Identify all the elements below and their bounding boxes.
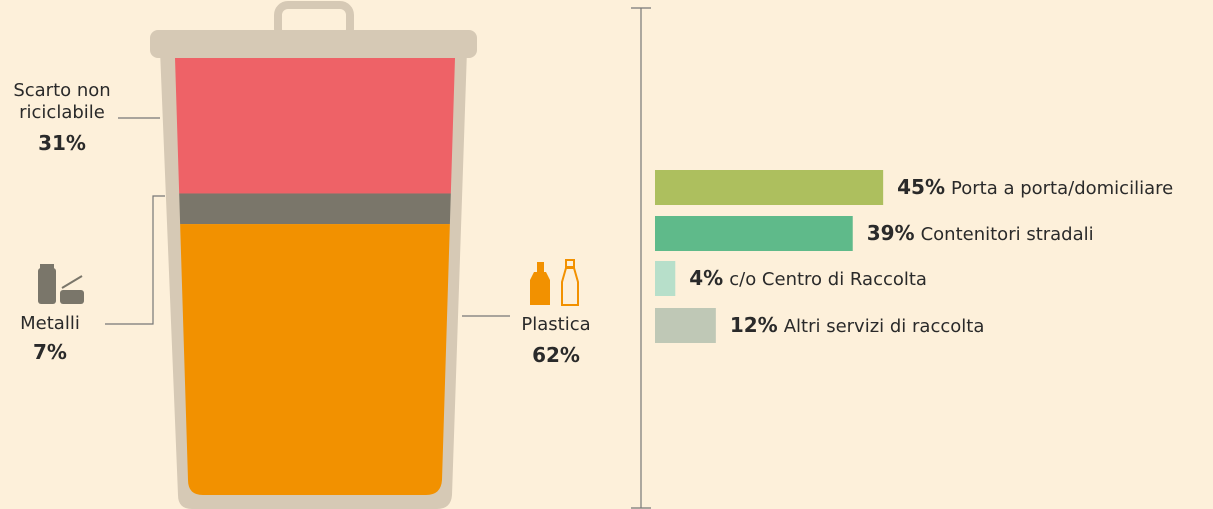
bar-category-label: c/o Centro di Raccolta: [729, 269, 927, 290]
bar: [655, 308, 716, 343]
bin-segment: [175, 193, 455, 225]
bar: [655, 170, 884, 205]
bar: [655, 216, 853, 251]
bar-label: 39% Contenitori stradali: [867, 221, 1094, 247]
segment-label: Scarto non riciclabile: [13, 80, 111, 123]
segment-value-label: 62%: [532, 343, 580, 367]
bar-label: 12% Altri servizi di raccolta: [730, 313, 985, 339]
bar-label: 4% c/o Centro di Raccolta: [689, 266, 927, 292]
segment-value-label: 31%: [38, 131, 86, 155]
bar-category-label: Contenitori stradali: [920, 224, 1094, 245]
connectors: [105, 7, 651, 509]
bar-value-label: 4%: [689, 266, 724, 290]
segment-label: Plastica: [521, 314, 591, 335]
metal-icon: [38, 264, 84, 304]
segment-label: Metalli: [20, 313, 80, 334]
bar-value-label: 12%: [729, 313, 778, 337]
bar-label: 45% Porta a porta/domiciliare: [897, 175, 1173, 201]
bin-fill: [175, 58, 455, 495]
bin-segment: [175, 224, 455, 495]
bin-segment: [175, 58, 455, 194]
bar-value-label: 39%: [866, 221, 915, 245]
segment-value-label: 7%: [33, 340, 67, 364]
bar-category-label: Porta a porta/domiciliare: [951, 178, 1174, 199]
bar: [655, 261, 676, 296]
bar-value-label: 45%: [897, 175, 946, 199]
bar-category-label: Altri servizi di raccolta: [783, 316, 985, 337]
plastic-icon: [530, 259, 579, 306]
